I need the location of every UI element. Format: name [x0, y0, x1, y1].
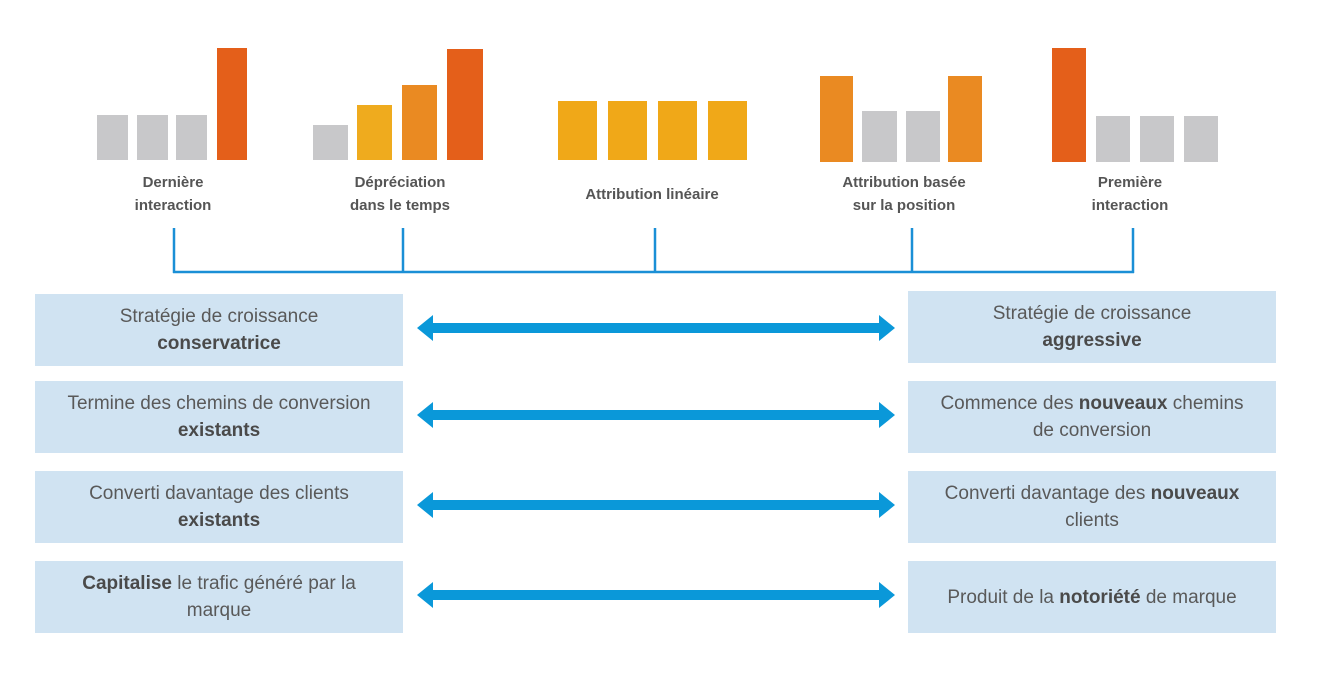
label-line: Première [1097, 174, 1163, 191]
label-line: dans le temps [349, 197, 451, 214]
double-arrow [417, 582, 895, 608]
right-box: Commence des nouveaux chemins de conversi… [908, 381, 1276, 453]
text: Converti davantage des clients [89, 483, 349, 504]
text: Commence des [940, 393, 1079, 414]
bold-text: aggressive [1042, 330, 1142, 351]
model-label: Attribution basée sur la position [794, 171, 1014, 217]
box-line: Stratégie de croissance [120, 303, 319, 330]
box-line: Converti davantage des nouveaux [945, 480, 1240, 507]
box-line: conservatrice [157, 330, 281, 357]
label-line: Attribution basée [842, 174, 966, 191]
double-arrow [417, 315, 895, 341]
icon-decay [313, 49, 483, 160]
icon-position [820, 76, 982, 162]
box-line: clients [1065, 507, 1119, 534]
text: le trafic généré par la [172, 573, 356, 594]
bold-text: notoriété [1059, 586, 1141, 608]
label-line: sur la position [852, 197, 956, 214]
model-label: Attribution linéaire [542, 183, 762, 206]
model-label: Dernière interaction [63, 171, 283, 217]
left-box: Termine des chemins de conversion existan… [35, 381, 403, 453]
model-label: Première interaction [1020, 171, 1240, 217]
bold-text: nouveaux [1150, 483, 1240, 504]
bold-text: existants [177, 420, 261, 441]
double-arrow [417, 402, 895, 428]
label-line: interaction [1091, 197, 1169, 214]
box-line: Commence des nouveaux chemins [940, 390, 1243, 417]
bold-text: conservatrice [157, 333, 281, 354]
arrows [417, 315, 895, 608]
box-line: Produit de la notoriété de marque [947, 584, 1236, 611]
bold-text: existants [177, 510, 261, 531]
bold-text: Capitalise [82, 573, 172, 594]
left-box: Converti davantage des clients existants [35, 471, 403, 543]
text: Converti davantage des [944, 483, 1151, 504]
left-box: Capitalise le trafic généré par la marque [35, 561, 403, 633]
box-line: Capitalise le trafic généré par la [82, 570, 356, 597]
box-line: existants [178, 417, 260, 444]
connector [172, 228, 1135, 274]
text: de marque [1140, 586, 1237, 608]
text: Stratégie de croissance [119, 306, 319, 327]
box-line: Stratégie de croissance [993, 300, 1192, 327]
label-line: Dépréciation [354, 174, 446, 191]
right-box: Stratégie de croissance aggressive [908, 291, 1276, 363]
box-line: marque [187, 597, 251, 624]
icon-linear [558, 101, 747, 160]
box-line: existants [178, 507, 260, 534]
icon-last [97, 48, 247, 160]
left-box: Stratégie de croissance conservatrice [35, 294, 403, 366]
text: chemins [1167, 393, 1244, 414]
double-arrow [417, 492, 895, 518]
label-line: interaction [134, 197, 212, 214]
text: Produit de la [947, 586, 1060, 608]
text: Stratégie de croissance [992, 303, 1192, 324]
box-line: Termine des chemins de conversion [67, 390, 370, 417]
box-line: de conversion [1033, 417, 1151, 444]
bold-text: nouveaux [1078, 393, 1168, 414]
model-label: Dépréciation dans le temps [290, 171, 510, 217]
icon-first [1052, 48, 1218, 162]
text: de conversion [1032, 420, 1152, 441]
label-line: Dernière [142, 174, 204, 191]
text: Termine des chemins de conversion [67, 393, 371, 414]
label-line: Attribution linéaire [585, 186, 719, 203]
right-box: Converti davantage des nouveaux clients [908, 471, 1276, 543]
text: marque [186, 600, 252, 621]
box-line: aggressive [1042, 327, 1141, 354]
box-line: Converti davantage des clients [89, 480, 349, 507]
text: clients [1065, 510, 1119, 531]
right-box: Produit de la notoriété de marque [908, 561, 1276, 633]
